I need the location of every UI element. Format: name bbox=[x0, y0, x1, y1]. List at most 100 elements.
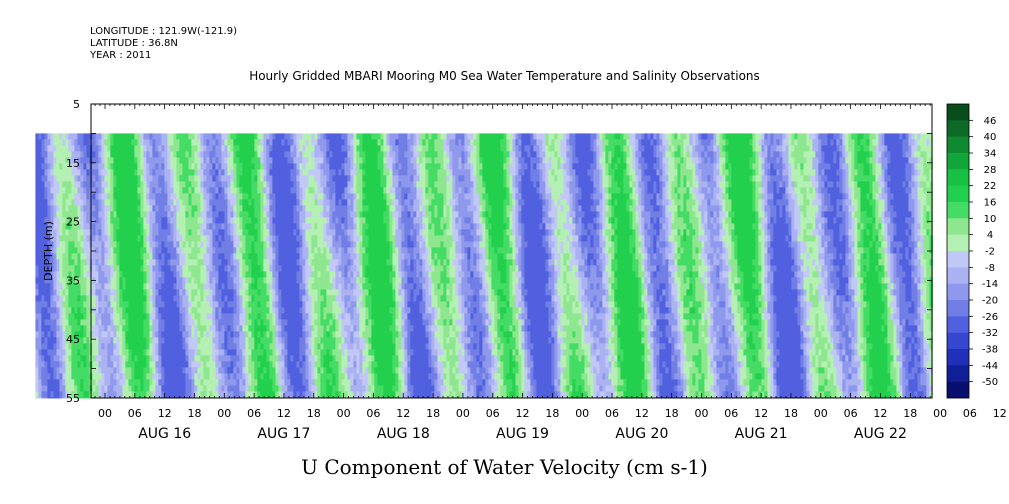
heatmap-cell bbox=[344, 319, 348, 326]
heatmap-cell bbox=[137, 331, 141, 338]
heatmap-cell bbox=[299, 355, 303, 362]
heatmap-cell bbox=[332, 145, 336, 152]
heatmap-cell bbox=[356, 193, 360, 200]
heatmap-cell bbox=[59, 235, 63, 242]
heatmap-cell bbox=[47, 193, 51, 200]
heatmap-cell bbox=[113, 331, 117, 338]
heatmap-cell bbox=[56, 217, 60, 224]
heatmap-cell bbox=[59, 361, 63, 368]
heatmap-cell bbox=[50, 157, 54, 164]
heatmap-cell bbox=[278, 199, 282, 206]
heatmap-cell bbox=[353, 355, 357, 362]
heatmap-cell bbox=[77, 391, 81, 398]
heatmap-cell bbox=[86, 319, 90, 326]
heatmap-cell bbox=[251, 163, 255, 170]
heatmap-cell bbox=[299, 313, 303, 320]
heatmap-cell bbox=[173, 211, 177, 218]
heatmap-cell bbox=[134, 313, 138, 320]
heatmap-cell bbox=[275, 355, 279, 362]
heatmap-cell bbox=[221, 343, 225, 350]
heatmap-cell bbox=[329, 373, 333, 380]
heatmap-cell bbox=[137, 193, 141, 200]
heatmap-cell bbox=[326, 229, 330, 236]
heatmap-cell bbox=[83, 199, 87, 206]
heatmap-cell bbox=[221, 229, 225, 236]
heatmap-cell bbox=[146, 325, 150, 332]
heatmap-cell bbox=[128, 289, 132, 296]
heatmap-cell bbox=[53, 331, 57, 338]
heatmap-cell bbox=[77, 343, 81, 350]
heatmap-cell bbox=[80, 331, 84, 338]
heatmap-cell bbox=[329, 151, 333, 158]
heatmap-cell bbox=[191, 205, 195, 212]
heatmap-cell bbox=[212, 217, 216, 224]
heatmap-cell bbox=[164, 217, 168, 224]
heatmap-cell bbox=[284, 241, 288, 248]
heatmap-cell bbox=[122, 385, 126, 392]
heatmap-cell bbox=[119, 379, 123, 386]
heatmap-cell bbox=[245, 289, 249, 296]
heatmap-cell bbox=[167, 205, 171, 212]
heatmap-cell bbox=[218, 187, 222, 194]
heatmap-cell bbox=[101, 313, 105, 320]
heatmap-cell bbox=[263, 367, 267, 374]
heatmap-cell bbox=[182, 325, 186, 332]
heatmap-cell bbox=[71, 211, 75, 218]
heatmap-cell bbox=[41, 217, 45, 224]
heatmap-cell bbox=[140, 133, 144, 140]
heatmap-cell bbox=[272, 373, 276, 380]
heatmap-cell bbox=[200, 163, 204, 170]
heatmap-cell bbox=[221, 301, 225, 308]
heatmap-cell bbox=[326, 163, 330, 170]
heatmap-cell bbox=[185, 175, 189, 182]
heatmap-cell bbox=[83, 301, 87, 308]
heatmap-cell bbox=[107, 229, 111, 236]
heatmap-cell bbox=[176, 319, 180, 326]
heatmap-cell bbox=[281, 295, 285, 302]
heatmap-cell bbox=[140, 175, 144, 182]
heatmap-cell bbox=[68, 139, 72, 146]
heatmap-cell bbox=[356, 133, 360, 140]
heatmap-cell bbox=[308, 253, 312, 260]
heatmap-cell bbox=[92, 391, 96, 398]
heatmap-cell bbox=[326, 265, 330, 272]
heatmap-cell bbox=[107, 283, 111, 290]
heatmap-cell bbox=[53, 253, 57, 260]
heatmap-cell bbox=[353, 253, 357, 260]
heatmap-cell bbox=[86, 253, 90, 260]
heatmap-cell bbox=[170, 337, 174, 344]
heatmap-cell bbox=[191, 199, 195, 206]
heatmap-cell bbox=[119, 289, 123, 296]
heatmap-cell bbox=[152, 349, 156, 356]
heatmap-cell bbox=[113, 295, 117, 302]
heatmap-cell bbox=[353, 229, 357, 236]
heatmap-cell bbox=[224, 277, 228, 284]
heatmap-cell bbox=[350, 175, 354, 182]
heatmap-cell bbox=[317, 289, 321, 296]
heatmap-cell bbox=[68, 253, 72, 260]
heatmap-cell bbox=[188, 253, 192, 260]
heatmap-cell bbox=[302, 211, 306, 218]
heatmap-cell bbox=[203, 355, 207, 362]
heatmap-cell bbox=[185, 325, 189, 332]
heatmap-cell bbox=[275, 139, 279, 146]
heatmap-cell bbox=[50, 283, 54, 290]
heatmap-cell bbox=[320, 199, 324, 206]
heatmap-cell bbox=[137, 367, 141, 374]
heatmap-cell bbox=[152, 133, 156, 140]
heatmap-cell bbox=[188, 193, 192, 200]
heatmap-cell bbox=[113, 163, 117, 170]
heatmap-cell bbox=[101, 355, 105, 362]
heatmap-cell bbox=[215, 277, 219, 284]
heatmap-cell bbox=[137, 211, 141, 218]
heatmap-cell bbox=[155, 301, 159, 308]
heatmap-cell bbox=[332, 217, 336, 224]
heatmap-cell bbox=[365, 175, 369, 182]
heatmap-cell bbox=[38, 205, 42, 212]
heatmap-cell bbox=[230, 373, 234, 380]
heatmap-cell bbox=[242, 151, 246, 158]
heatmap-cell bbox=[92, 145, 96, 152]
heatmap-cell bbox=[107, 247, 111, 254]
heatmap-cell bbox=[227, 157, 231, 164]
heatmap-cell bbox=[191, 163, 195, 170]
